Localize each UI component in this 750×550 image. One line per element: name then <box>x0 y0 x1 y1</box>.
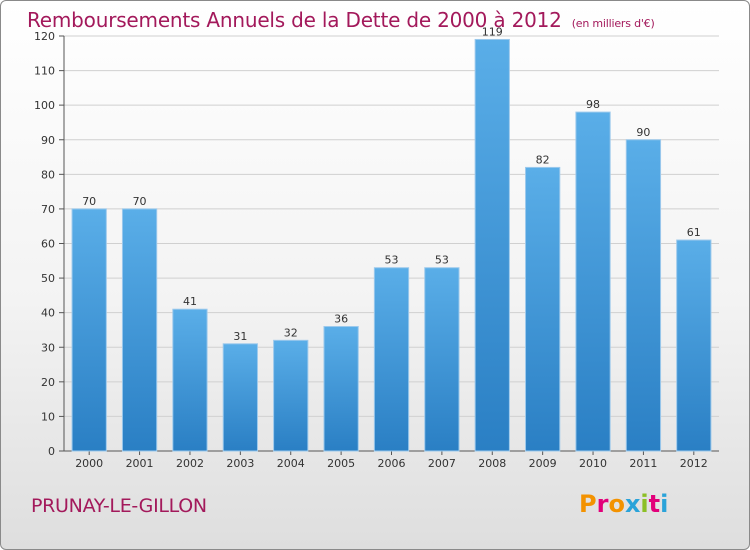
logo-letter: P <box>579 490 597 518</box>
bar <box>676 239 712 452</box>
y-tick-label: 90 <box>41 134 55 147</box>
bar <box>625 139 662 452</box>
x-tick-label: 2004 <box>277 457 305 470</box>
x-tick-label: 2003 <box>226 457 254 470</box>
bar <box>323 326 359 452</box>
y-tick-label: 50 <box>41 272 55 285</box>
logo-letter: x <box>624 490 641 518</box>
x-tick-label: 2002 <box>176 457 204 470</box>
bar <box>373 267 410 452</box>
bar-value-label: 32 <box>284 326 298 339</box>
bar-value-label: 61 <box>687 226 701 239</box>
bar-value-label: 31 <box>233 330 247 343</box>
x-tick-label: 2000 <box>75 457 103 470</box>
bar <box>172 308 208 452</box>
x-tick-label: 2012 <box>680 457 708 470</box>
town-name: PRUNAY-LE-GILLON <box>31 495 207 517</box>
y-tick-label: 20 <box>41 376 55 389</box>
x-tick-label: 2001 <box>126 457 154 470</box>
x-tick-label: 2006 <box>378 457 406 470</box>
bar-value-label: 41 <box>183 295 197 308</box>
bar-value-label: 53 <box>435 254 449 267</box>
y-tick-label: 120 <box>34 30 55 43</box>
chart-unit: (en milliers d'€) <box>571 17 655 30</box>
bar <box>525 166 561 452</box>
logo-letter: r <box>596 490 609 518</box>
bar <box>71 208 107 452</box>
y-tick-label: 100 <box>34 99 55 112</box>
bar-value-label: 98 <box>586 98 600 111</box>
bar-value-label: 36 <box>334 313 348 326</box>
logo-letter: t <box>648 490 661 518</box>
logo-letter: i <box>640 490 649 518</box>
bar <box>575 111 611 452</box>
bar-value-label: 53 <box>385 254 399 267</box>
y-tick-label: 30 <box>41 341 55 354</box>
x-tick-label: 2010 <box>579 457 607 470</box>
x-tick-label: 2008 <box>478 457 506 470</box>
y-tick-label: 10 <box>41 410 55 423</box>
tick-labels: 0 10 20 30 40 50 60 70 80 90 100 110 120 2000 2001 2002… <box>34 30 708 470</box>
y-tick-label: 60 <box>41 238 55 251</box>
x-tick-label: 2009 <box>529 457 557 470</box>
bars <box>71 38 712 452</box>
bar <box>273 339 309 452</box>
chart-title-text: Remboursements Annuels de la Dette de 20… <box>27 8 562 32</box>
logo-letter: i <box>660 490 669 518</box>
bar <box>424 267 460 452</box>
y-tick-label: 110 <box>34 65 55 78</box>
bar-value-labels: 70 70 41 31 32 36 53 53 119 82 98 90 61 <box>82 25 701 342</box>
y-tick-label: 0 <box>48 445 55 458</box>
x-tick-label: 2011 <box>629 457 657 470</box>
y-tick-label: 40 <box>41 307 55 320</box>
y-tick-label: 70 <box>41 203 55 216</box>
bar-value-label: 119 <box>482 25 503 38</box>
bar <box>121 208 158 452</box>
bar-value-label: 70 <box>133 195 147 208</box>
chart-title: Remboursements Annuels de la Dette de 20… <box>27 8 655 32</box>
bar-value-label: 70 <box>82 195 96 208</box>
x-tick-label: 2007 <box>428 457 456 470</box>
bar <box>222 343 258 452</box>
logo-letter: o <box>608 490 625 518</box>
y-tick-label: 80 <box>41 168 55 181</box>
x-tick-label: 2005 <box>327 457 355 470</box>
bar <box>474 38 510 452</box>
bar-value-label: 90 <box>636 126 650 139</box>
bar-value-label: 82 <box>536 153 550 166</box>
proxiti-logo: Proxiti <box>579 490 668 518</box>
